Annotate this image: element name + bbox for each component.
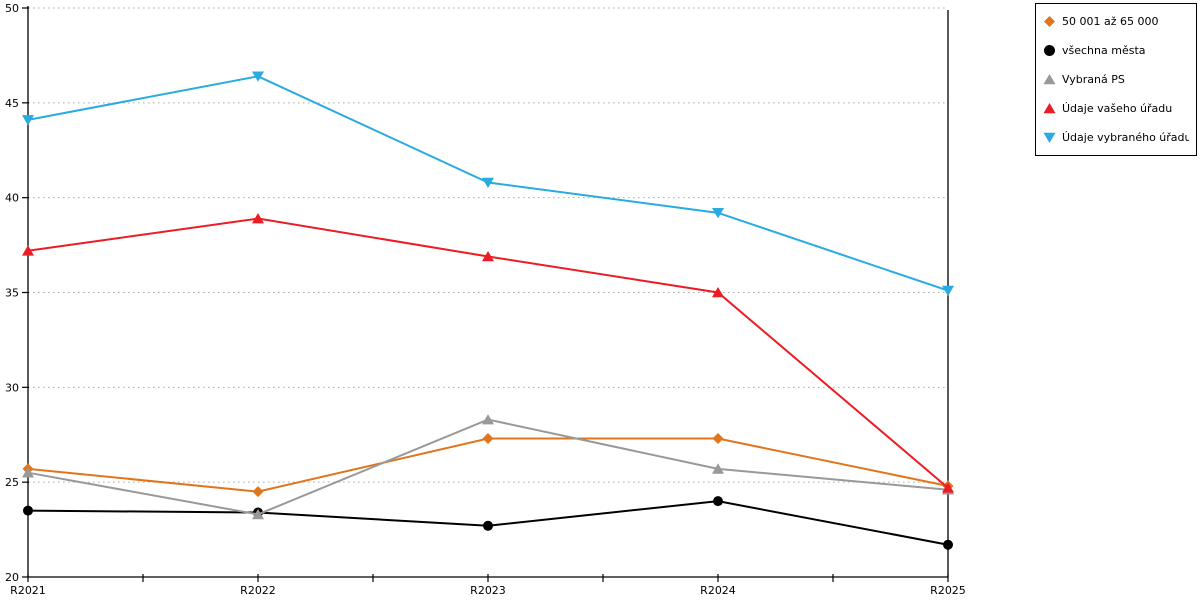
y-tick-label: 40 (5, 192, 19, 205)
y-tick-label: 20 (5, 571, 19, 584)
data-point-marker (942, 482, 954, 493)
legend-item: 50 001 až 65 000 (1043, 7, 1189, 36)
legend-item: Údaje vašeho úřadu (1043, 94, 1189, 123)
data-point-marker (482, 177, 494, 188)
x-tick-label: R2024 (700, 584, 736, 597)
legend-item: Vybraná PS (1043, 65, 1189, 94)
triangle-down-marker-icon (1043, 131, 1056, 144)
legend-item: Údaje vybraného úřadu (1043, 123, 1189, 152)
data-point-marker (22, 467, 34, 478)
y-tick-label: 25 (5, 476, 19, 489)
data-point-marker (712, 463, 724, 474)
triangle-up-marker-icon (1043, 102, 1056, 115)
y-tick-label: 30 (5, 381, 19, 394)
legend-item: všechna města (1043, 36, 1189, 65)
circle-marker-icon (1043, 44, 1056, 57)
data-point-marker (252, 486, 264, 498)
data-point-marker (22, 245, 34, 256)
x-tick-label: R2025 (930, 584, 966, 597)
data-point-marker (712, 433, 724, 445)
data-point-marker (482, 414, 494, 425)
triangle-up-marker-icon (1043, 73, 1056, 86)
data-point-marker (252, 71, 264, 82)
y-tick-label: 35 (5, 287, 19, 300)
data-point-marker (482, 433, 494, 445)
data-point-marker (482, 250, 494, 262)
data-point-marker (713, 496, 723, 507)
series-line (27, 437, 949, 493)
diamond-marker-icon (1043, 15, 1056, 28)
data-point-marker (252, 508, 264, 520)
legend-item-label: 50 001 až 65 000 (1062, 15, 1159, 28)
y-tick-label: 50 (5, 2, 19, 15)
chart-legend: 50 001 až 65 000 všechna města Vybraná P… (1035, 3, 1197, 156)
legend-item-label: Vybraná PS (1062, 73, 1125, 86)
data-point-marker (712, 287, 724, 298)
x-tick-label: R2023 (470, 584, 506, 597)
data-point-marker (942, 285, 954, 297)
data-point-marker (483, 520, 493, 531)
data-point-marker (252, 213, 264, 224)
data-point-marker (23, 505, 33, 516)
x-tick-label: R2021 (10, 584, 46, 597)
legend-item-label: všechna města (1062, 44, 1146, 57)
x-tick-label: R2022 (240, 584, 276, 597)
legend-item-label: Údaje vašeho úřadu (1062, 102, 1173, 115)
data-point-marker (943, 539, 953, 550)
legend-item-label: Údaje vybraného úřadu (1062, 131, 1189, 144)
data-point-marker (22, 115, 34, 126)
y-tick-label: 45 (5, 97, 19, 110)
data-point-marker (712, 208, 724, 219)
